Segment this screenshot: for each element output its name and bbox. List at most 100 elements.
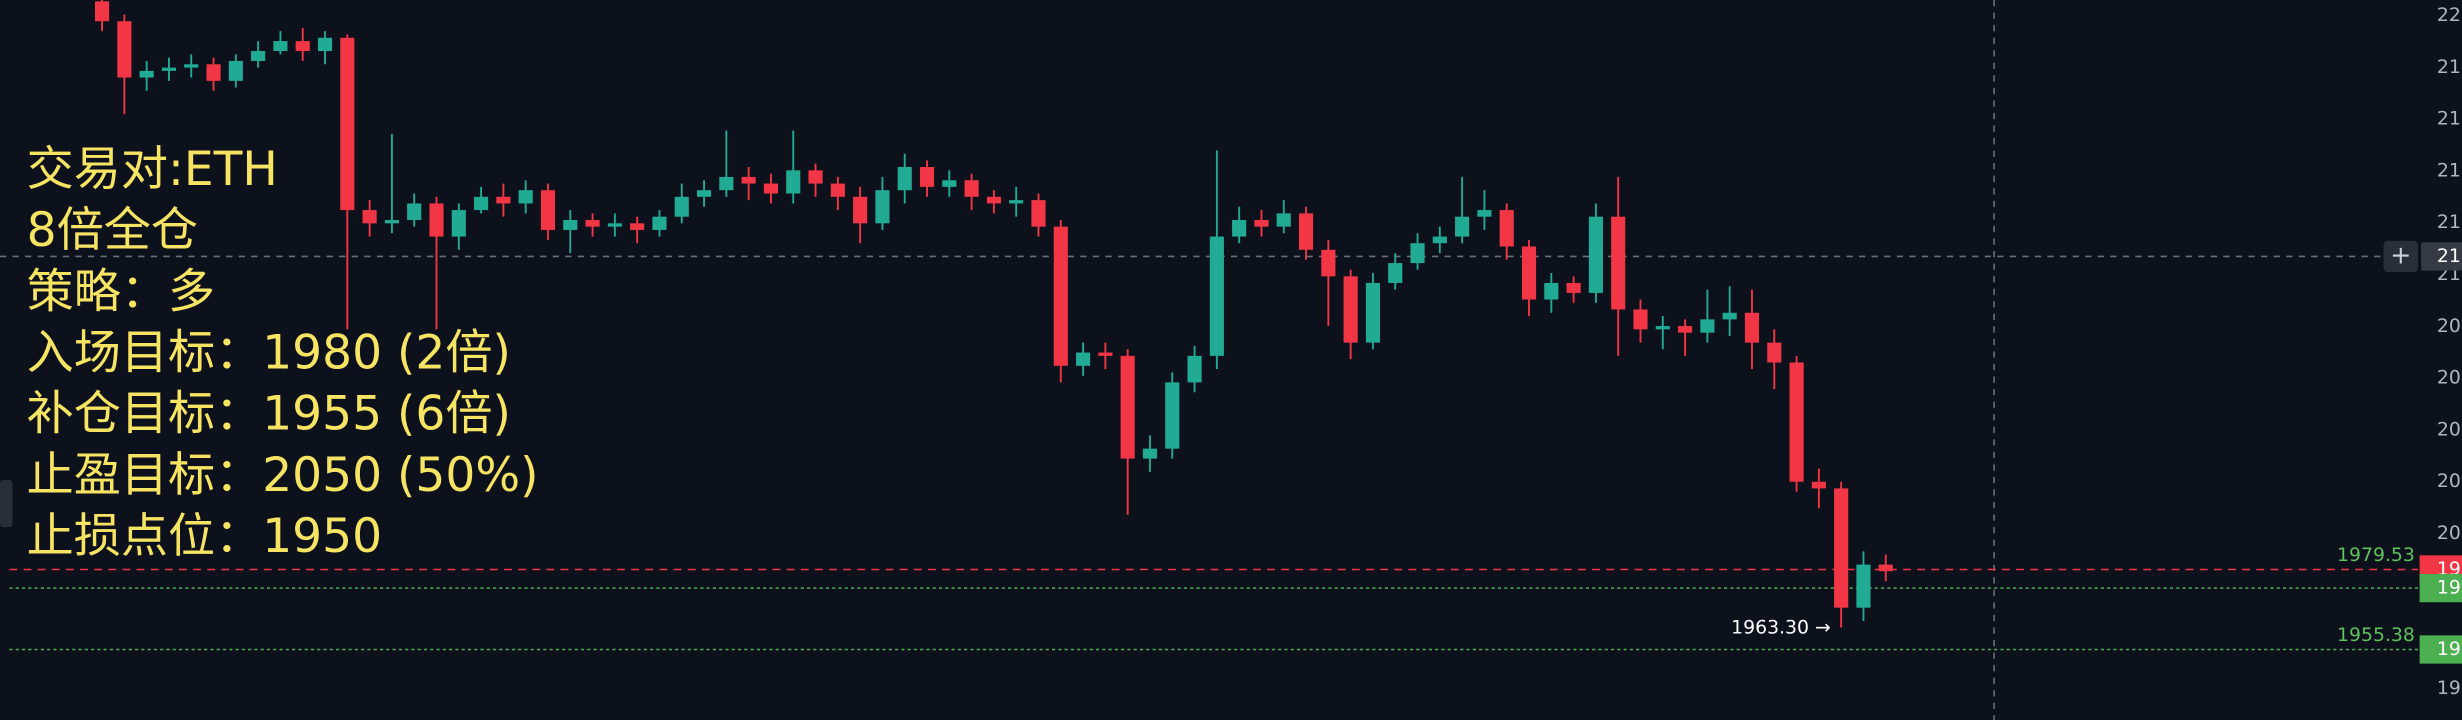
- candle-body: [696, 190, 712, 197]
- candle-body: [563, 220, 578, 230]
- candle-body: [1678, 326, 1693, 333]
- strategy-note: 止损点位：1950: [27, 509, 382, 564]
- candle-body: [496, 196, 511, 204]
- candle-body: [1544, 282, 1559, 300]
- candle-body: [1276, 213, 1291, 227]
- candle-body: [161, 67, 177, 71]
- candle-body: [1321, 249, 1336, 277]
- candle-body: [1098, 352, 1113, 356]
- price-axis-label: 22: [2437, 5, 2461, 26]
- candle-body: [451, 210, 466, 237]
- low-annotation: 1963.30 →: [1731, 617, 1831, 638]
- candle-body: [607, 223, 622, 227]
- candle-body: [786, 170, 801, 194]
- crosshair-button[interactable]: [2383, 240, 2419, 273]
- candle-body: [1165, 382, 1180, 449]
- candle-body: [1856, 564, 1871, 608]
- candle-body: [1232, 220, 1247, 237]
- candle-body: [1120, 355, 1135, 459]
- price-axis-label: 20: [2437, 316, 2461, 337]
- candle-body: [1053, 226, 1068, 366]
- candle-body: [919, 166, 935, 187]
- strategy-note: 补仓目标：1955 (6倍): [27, 387, 511, 442]
- price-axis-label: 20: [2437, 523, 2461, 544]
- price-line-label: 1955.38: [2337, 625, 2415, 646]
- candle-body: [518, 190, 533, 204]
- candle-body: [1521, 246, 1537, 300]
- price-axis-label: 20: [2437, 419, 2461, 440]
- candle-body: [741, 176, 756, 184]
- candle-body: [964, 180, 979, 197]
- candle-body: [1744, 312, 1760, 343]
- candle-body: [853, 196, 868, 224]
- strategy-note: 止盈目标：2050 (50%): [27, 448, 539, 503]
- candle-body: [942, 180, 957, 187]
- candle-body: [1566, 282, 1581, 293]
- candle-body: [1209, 236, 1224, 356]
- candle-body: [1878, 564, 1893, 572]
- candle-body: [674, 196, 689, 217]
- candle-body: [1588, 216, 1603, 293]
- side-tab[interactable]: [0, 480, 13, 528]
- price-line-label: 1979.53: [2337, 545, 2415, 566]
- candle-body: [228, 60, 243, 81]
- candle-body: [1142, 448, 1158, 459]
- candle-body: [206, 64, 221, 81]
- candle-body: [1410, 243, 1425, 264]
- candle-body: [1365, 282, 1381, 343]
- candle-body: [1455, 216, 1470, 237]
- price-axis-label: 20: [2437, 471, 2461, 492]
- candle-body: [1767, 342, 1782, 363]
- price-axis-label: 19: [2437, 678, 2461, 699]
- candle-body: [986, 196, 1001, 204]
- crosshair-axis-box: [2421, 242, 2462, 271]
- candle-body: [1834, 488, 1849, 608]
- crosshair-axis-label: 21: [2437, 246, 2461, 267]
- strategy-note: 8倍全仓: [27, 203, 198, 258]
- price-axis-label: 21: [2437, 212, 2461, 233]
- candle-body: [1187, 355, 1202, 383]
- candle-body: [1343, 276, 1358, 343]
- crosshair-plus: +: [2390, 240, 2411, 269]
- candle-body: [540, 190, 556, 230]
- price-line-axis-box: [2419, 635, 2462, 664]
- candle-body: [384, 220, 399, 224]
- candle-body: [407, 203, 422, 221]
- price-line-axis-label: 19: [2437, 578, 2461, 599]
- candle-body: [1432, 236, 1447, 244]
- candle-body: [808, 170, 823, 184]
- candle-body: [1298, 213, 1314, 250]
- candle-body: [1031, 200, 1046, 227]
- candle-body: [1811, 481, 1826, 489]
- candle-body: [585, 220, 600, 227]
- candle-body: [652, 216, 667, 230]
- candle-body: [763, 183, 779, 194]
- candle-body: [1254, 220, 1269, 227]
- candle-body: [1499, 210, 1514, 247]
- candle-body: [1633, 309, 1648, 330]
- candle-body: [474, 196, 489, 211]
- candle-body: [1009, 200, 1024, 204]
- price-axis-label: 21: [2437, 160, 2461, 181]
- strategy-note: 策略：多: [27, 264, 215, 319]
- candle-body: [1722, 312, 1737, 320]
- candle-body: [897, 166, 912, 191]
- candle-body: [251, 51, 266, 61]
- candle-body: [184, 64, 199, 68]
- candle-body: [94, 1, 110, 22]
- candle-body: [1700, 319, 1715, 333]
- price-axis-label: 21: [2437, 57, 2461, 78]
- candle-body: [630, 223, 645, 230]
- price-axis-label: 20: [2437, 368, 2461, 389]
- strategy-note: 交易对:ETH: [27, 142, 278, 197]
- price-line-axis-label: 19: [2437, 639, 2461, 660]
- price-line-axis-box: [2419, 574, 2462, 603]
- candle-body: [429, 203, 444, 237]
- candle-body: [875, 190, 890, 224]
- candle-body: [1789, 362, 1804, 482]
- candle-body: [830, 183, 845, 197]
